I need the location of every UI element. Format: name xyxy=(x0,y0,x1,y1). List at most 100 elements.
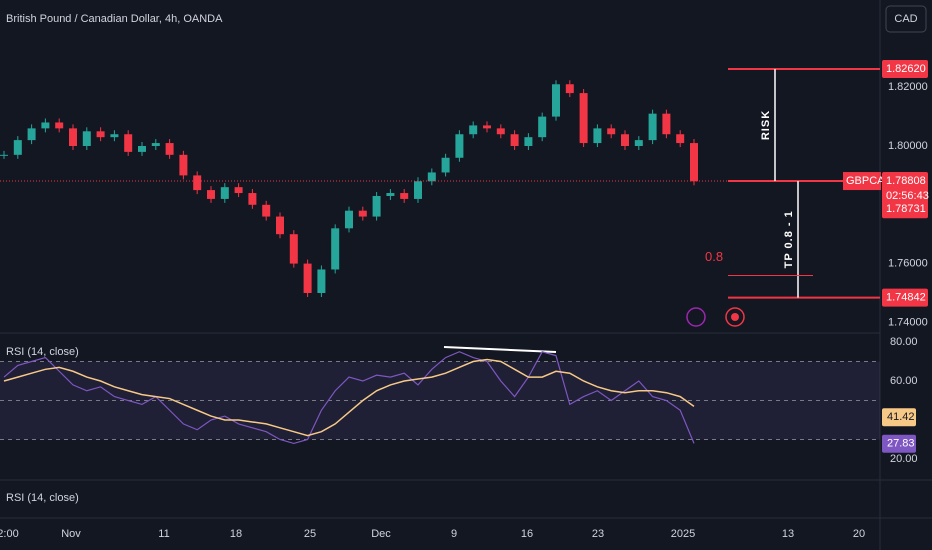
symbol-tag xyxy=(843,172,881,191)
candle xyxy=(414,181,422,199)
time-label: 9 xyxy=(451,528,457,540)
candle xyxy=(386,193,395,196)
price-tag-label: 1.78731 xyxy=(886,203,926,215)
candle xyxy=(110,134,119,138)
rsi-title: RSI (14, close) xyxy=(6,492,79,504)
candle xyxy=(552,84,560,117)
time-label: 13 xyxy=(782,528,794,540)
candle xyxy=(331,228,340,270)
price-tag xyxy=(882,172,928,205)
candle xyxy=(13,140,22,155)
candle xyxy=(427,172,436,182)
time-label: 20 xyxy=(853,528,865,540)
candle xyxy=(69,128,77,146)
candle xyxy=(496,128,505,135)
candle xyxy=(593,128,602,144)
time-label: Nov xyxy=(61,528,81,540)
time-label: Dec xyxy=(371,528,391,540)
candle xyxy=(207,190,215,199)
candle xyxy=(248,193,257,205)
rsi-tag-label: 41.42 xyxy=(887,411,915,423)
price-tag xyxy=(882,288,928,307)
candle xyxy=(510,134,519,146)
price-tag-label: 1.82620 xyxy=(886,63,926,75)
candle xyxy=(524,137,533,146)
rsi-tag xyxy=(882,408,916,427)
rsi-ma xyxy=(3,358,695,437)
countdown: 02:56:43 xyxy=(886,190,929,202)
price-tick-label: 1.76000 xyxy=(888,258,928,270)
price-tag-label: 1.74842 xyxy=(886,292,926,304)
candle xyxy=(262,204,271,217)
time-label: 2:00 xyxy=(0,528,19,540)
candle xyxy=(0,154,8,156)
rsi-tick-label: 20.00 xyxy=(890,453,918,465)
time-label: 25 xyxy=(304,528,316,540)
price-tick-label: 1.82000 xyxy=(888,81,928,93)
candle xyxy=(648,113,657,141)
candle xyxy=(634,140,643,146)
time-label: 23 xyxy=(592,528,604,540)
flag-icon[interactable] xyxy=(731,313,739,321)
price-tag xyxy=(882,200,928,219)
candle xyxy=(96,131,105,138)
candle xyxy=(662,113,671,135)
rsi-title: RSI (14, close) xyxy=(6,346,79,358)
candle xyxy=(124,134,133,152)
candle xyxy=(55,122,64,129)
candle xyxy=(565,84,574,94)
chart-layer: 1.82000 1.80000 1.76000 1.74000 1.82620 1.748… xyxy=(0,59,929,540)
candle xyxy=(607,128,616,135)
candle xyxy=(151,143,160,146)
candle xyxy=(483,125,491,129)
ratio-label: 0.8 xyxy=(705,249,723,264)
candle xyxy=(193,175,202,191)
candle xyxy=(579,93,588,144)
time-label: 18 xyxy=(230,528,242,540)
candle xyxy=(276,216,284,235)
candle xyxy=(372,195,381,217)
candle xyxy=(538,116,547,138)
symbol-label: GBPCAD xyxy=(846,175,893,187)
candle xyxy=(27,128,36,141)
flag-icon[interactable] xyxy=(725,307,745,327)
candle xyxy=(165,143,174,155)
candle xyxy=(621,134,629,146)
candle xyxy=(138,146,146,152)
price-tag-label: 1.78808 xyxy=(886,175,926,187)
candle xyxy=(690,143,698,182)
candle xyxy=(455,134,464,158)
event-icon[interactable] xyxy=(686,307,706,327)
candle xyxy=(469,125,478,135)
chart-title: British Pound / Canadian Dollar, 4h, OAN… xyxy=(6,13,223,25)
candle xyxy=(234,187,243,194)
candle xyxy=(400,193,409,199)
risk-label: RISK xyxy=(760,110,772,140)
candle xyxy=(345,210,353,229)
rsi-tag-label: 27.83 xyxy=(887,438,915,450)
time-label: 2025 xyxy=(671,528,695,540)
candle xyxy=(220,187,229,199)
candle xyxy=(303,263,312,293)
rsi-tick-label: 60.00 xyxy=(890,375,918,387)
price-tag xyxy=(882,59,928,78)
time-label: 11 xyxy=(158,528,169,540)
rsi-tick-label: 80.00 xyxy=(890,336,918,348)
candle xyxy=(289,234,298,264)
currency[interactable]: CAD xyxy=(894,13,917,25)
tp-label: TP 0.8 - 1 xyxy=(783,210,795,268)
rsi-values xyxy=(3,351,695,445)
candle xyxy=(41,122,50,129)
candle xyxy=(317,269,326,293)
candle xyxy=(441,157,450,173)
candle xyxy=(676,134,685,144)
price-tick-label: 1.80000 xyxy=(888,140,928,152)
time-label: 16 xyxy=(521,528,533,540)
currency-button[interactable] xyxy=(885,5,927,33)
candle xyxy=(358,210,367,217)
candle xyxy=(82,131,91,146)
divergence-line xyxy=(443,346,557,353)
candle xyxy=(179,154,188,176)
price-tick-label: 1.74000 xyxy=(888,316,928,328)
